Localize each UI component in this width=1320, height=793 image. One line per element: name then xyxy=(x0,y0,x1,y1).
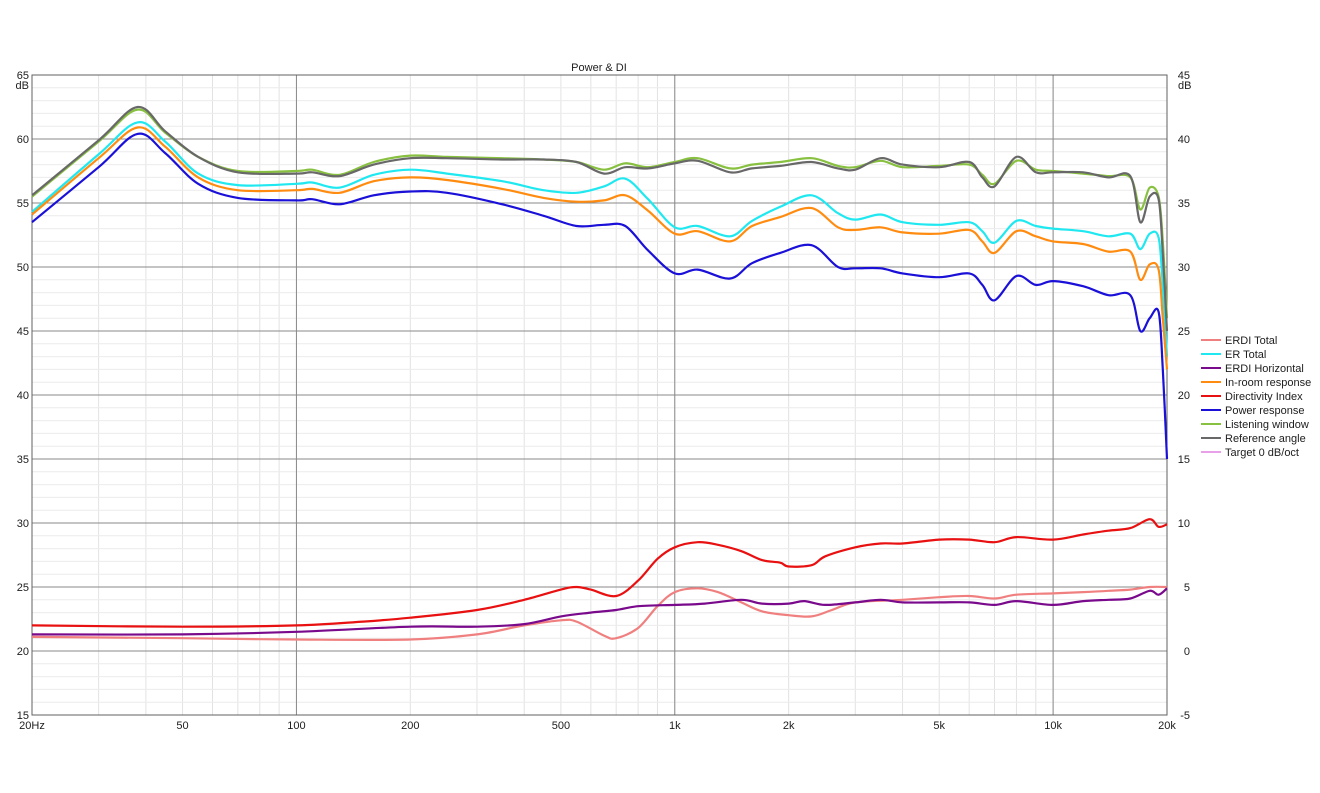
legend-label-in-room-response: In-room response xyxy=(1225,377,1311,389)
x-tick-label: 5k xyxy=(933,720,945,732)
y-tick-label: 45 xyxy=(17,326,29,338)
y2-axis-label: dB xyxy=(1178,80,1191,92)
y-tick-label: 50 xyxy=(17,262,29,274)
legend-label-listening-window: Listening window xyxy=(1225,419,1309,431)
series-line-reference-angle xyxy=(31,105,1169,332)
y-tick-label: 30 xyxy=(17,518,29,530)
x-tick-label: 1k xyxy=(669,720,681,732)
y2-tick-label: 0 xyxy=(1184,646,1190,658)
legend-label-directivity-index: Directivity Index xyxy=(1225,391,1303,403)
y-tick-label: 55 xyxy=(17,198,29,210)
x-tick-label: 100 xyxy=(287,720,305,732)
legend-label-er-total: ER Total xyxy=(1225,349,1266,361)
x-tick-label: 50 xyxy=(176,720,188,732)
y-tick-label: 35 xyxy=(17,454,29,466)
series-line-directivity-index xyxy=(31,518,1168,628)
y-tick-labels: 65 60 55 50 45 40 35 30 25 20 15 xyxy=(17,70,29,722)
series-line-er-total xyxy=(31,121,1169,357)
y-tick-label: 65 xyxy=(17,70,29,82)
legend-label-reference-angle: Reference angle xyxy=(1225,433,1306,445)
y-axis-label: dB xyxy=(16,80,29,92)
x-tick-label: 2k xyxy=(783,720,795,732)
series-line-erdi-total xyxy=(31,585,1168,642)
series-line-listening-window xyxy=(31,108,1169,319)
x-tick-label: 200 xyxy=(401,720,419,732)
y-tick-label: 60 xyxy=(17,134,29,146)
series-line-power-response xyxy=(31,132,1169,460)
x-tick-labels: 20Hz 50 100 200 500 1k 2k 5k 10k 20k xyxy=(19,720,1176,732)
legend-label-power-response: Power response xyxy=(1225,405,1305,417)
y-tick-label: 25 xyxy=(17,582,29,594)
y2-tick-label: 20 xyxy=(1178,390,1190,402)
y2-tick-label: 15 xyxy=(1178,454,1190,466)
y2-tick-label: 45 xyxy=(1178,70,1190,82)
legend-label-target-0-db-oct: Target 0 dB/oct xyxy=(1225,447,1299,459)
y2-tick-label: 25 xyxy=(1178,326,1190,338)
x-tick-label: 10k xyxy=(1044,720,1062,732)
y-tick-label: 40 xyxy=(17,390,29,402)
legend-label-erdi-horizontal: ERDI Horizontal xyxy=(1225,363,1304,375)
x-tick-label: 500 xyxy=(552,720,570,732)
y-tick-label: 15 xyxy=(17,710,29,722)
y2-tick-label: 40 xyxy=(1178,134,1190,146)
x-tick-label: 20k xyxy=(1158,720,1176,732)
y2-tick-label: -5 xyxy=(1180,710,1190,722)
y2-tick-label: 35 xyxy=(1178,198,1190,210)
series-line-in-room-response xyxy=(31,126,1169,370)
legend-label-erdi-total: ERDI Total xyxy=(1225,335,1277,347)
series-line-erdi-horizontal xyxy=(31,587,1168,636)
series-lines xyxy=(31,105,1169,642)
x-tick-label: 20Hz xyxy=(19,720,45,732)
y2-tick-label: 10 xyxy=(1178,518,1190,530)
y2-tick-label: 5 xyxy=(1184,582,1190,594)
plot-frame xyxy=(31,74,1168,716)
major-grid xyxy=(32,75,1167,715)
y2-tick-labels: 45 40 35 30 25 20 15 10 5 0 -5 xyxy=(1178,70,1190,722)
y2-tick-label: 30 xyxy=(1178,262,1190,274)
y-tick-label: 20 xyxy=(17,646,29,658)
legend: ERDI Total ER Total ERDI Horizontal In-room… xyxy=(1201,335,1311,459)
chart-title: Power & DI xyxy=(571,62,627,74)
